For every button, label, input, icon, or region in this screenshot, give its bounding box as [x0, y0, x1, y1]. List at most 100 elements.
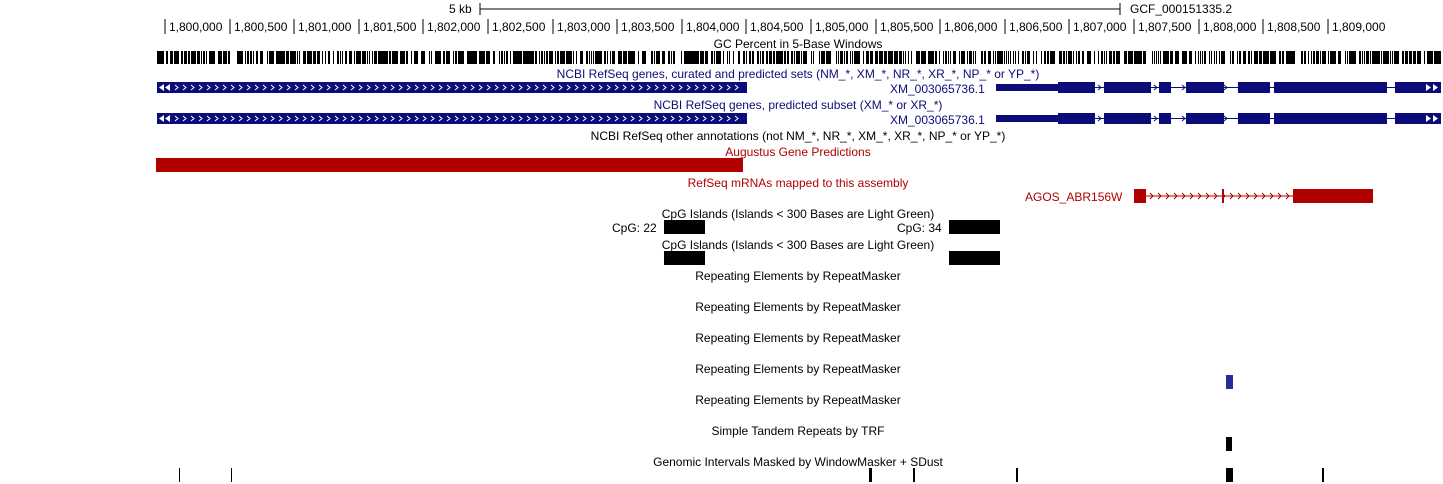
ruler-tick-label: 1,802,500 — [492, 20, 546, 34]
refseq-curated-strand-arrow — [230, 84, 235, 91]
ruler-tick-label: 1,802,000 — [427, 20, 481, 34]
refseq-curated-strand-arrow — [1097, 84, 1102, 91]
track-title-cpg-islands-2[interactable]: CpG Islands (Islands < 300 Bases are Lig… — [661, 238, 935, 252]
refseq-curated-strand-arrow — [1139, 84, 1144, 91]
windowmasker-interval — [869, 468, 872, 482]
refseq-curated-strand-arrow — [318, 84, 323, 91]
track-title-cpg-islands-1[interactable]: CpG Islands (Islands < 300 Bases are Lig… — [661, 207, 935, 221]
refseq-curated-strand-arrow — [1307, 84, 1312, 91]
ruler-tick-label: 1,806,000 — [944, 20, 998, 34]
refseq-predicted-strand-arrow — [502, 115, 507, 122]
refseq-predicted-strand-arrow — [414, 115, 419, 122]
refseq-curated-arrow-left — [165, 84, 170, 91]
refseq-curated-strand-arrow — [486, 84, 491, 91]
refseq-curated-strand-arrow — [718, 84, 723, 91]
refseq-curated-strand-arrow — [414, 84, 419, 91]
refseq-curated-strand-arrow — [590, 84, 595, 91]
refseq-predicted-strand-arrow — [438, 115, 443, 122]
refseq-predicted-exon — [1159, 113, 1171, 124]
refseq-curated-strand-arrow — [174, 84, 179, 91]
refseq-curated-exon — [1159, 82, 1171, 93]
refseq-mrna-strand-arrow — [1261, 192, 1266, 200]
refseq-predicted-arrow-left — [159, 115, 164, 122]
refseq-mrna-strand-arrow — [1253, 192, 1258, 200]
track-title-repeatmasker-5[interactable]: Repeating Elements by RepeatMasker — [695, 393, 901, 407]
refseq-curated-strand-arrow — [710, 84, 715, 91]
refseq-predicted-strand-arrow — [542, 115, 547, 122]
refseq-predicted-exon — [1058, 113, 1095, 124]
refseq-predicted-strand-arrow — [222, 115, 227, 122]
refseq-curated-strand-arrow — [1265, 84, 1270, 91]
refseq-curated-strand-arrow — [1377, 84, 1382, 91]
refseq-curated-strand-arrow — [294, 84, 299, 91]
refseq-predicted-strand-arrow — [1251, 115, 1256, 122]
refseq-predicted-strand-arrow — [598, 115, 603, 122]
refseq-predicted-strand-arrow — [1335, 115, 1340, 122]
refseq-predicted-arrow-right — [1433, 115, 1438, 122]
refseq-curated-strand-arrow — [550, 84, 555, 91]
refseq-curated-strand-arrow — [558, 84, 563, 91]
refseq-predicted-exon — [157, 113, 747, 124]
track-title-augustus[interactable]: Augustus Gene Predictions — [725, 145, 871, 159]
track-title-repeatmasker-2[interactable]: Repeating Elements by RepeatMasker — [695, 300, 901, 314]
refseq-predicted-strand-arrow — [1167, 115, 1172, 122]
track-title-refseq-mrna[interactable]: RefSeq mRNAs mapped to this assembly — [687, 176, 909, 190]
refseq-curated-strand-arrow — [342, 84, 347, 91]
refseq-mrna-strand-arrow — [1173, 192, 1178, 200]
refseq-predicted-strand-arrow — [1111, 115, 1116, 122]
refseq-curated-strand-arrow — [478, 84, 483, 91]
gene-label-refseq-predicted[interactable]: XM_003065736.1 — [890, 113, 985, 127]
track-title-trf[interactable]: Simple Tandem Repeats by TRF — [711, 424, 885, 438]
refseq-predicted-strand-arrow — [670, 115, 675, 122]
ruler-tick-label: 1,803,000 — [557, 20, 611, 34]
refseq-predicted-strand-arrow — [318, 115, 323, 122]
track-title-windowmasker[interactable]: Genomic Intervals Masked by WindowMasker… — [653, 455, 943, 469]
track-title-refseq-curated[interactable]: NCBI RefSeq genes, curated and predicted… — [556, 67, 1040, 81]
track-title-refseq-predicted[interactable]: NCBI RefSeq genes, predicted subset (XM_… — [653, 98, 943, 112]
track-title-repeatmasker-1[interactable]: Repeating Elements by RepeatMasker — [695, 269, 901, 283]
refseq-curated-strand-arrow — [1181, 84, 1186, 91]
refseq-curated-exon — [1238, 82, 1270, 93]
refseq-curated-strand-arrow — [678, 84, 683, 91]
gene-label-refseq-mrna[interactable]: AGOS_ABR156W — [1025, 190, 1123, 204]
refseq-predicted-exon — [1238, 113, 1270, 124]
refseq-curated-strand-arrow — [670, 84, 675, 91]
refseq-predicted-strand-arrow — [710, 115, 715, 122]
ruler-tick-label: 1,803,500 — [621, 20, 675, 34]
refseq-predicted-strand-arrow — [430, 115, 435, 122]
refseq-curated-strand-arrow — [518, 84, 523, 91]
cpg-island — [664, 251, 705, 265]
track-title-refseq-other[interactable]: NCBI RefSeq other annotations (not NM_*,… — [590, 129, 1006, 143]
refseq-curated-strand-arrow — [702, 84, 707, 91]
refseq-curated-strand-arrow — [278, 84, 283, 91]
cpg-label-left[interactable]: CpG: 22 — [612, 221, 657, 235]
augustus-prediction-block — [156, 158, 743, 172]
windowmasker-interval — [1226, 468, 1233, 482]
ruler-tick-label: 1,804,500 — [750, 20, 804, 34]
refseq-curated-strand-arrow — [686, 84, 691, 91]
refseq-predicted-arrow-left — [165, 115, 170, 122]
refseq-predicted-strand-arrow — [734, 115, 739, 122]
refseq-curated-strand-arrow — [1223, 84, 1228, 91]
refseq-predicted-strand-arrow — [534, 115, 539, 122]
gene-label-refseq-curated[interactable]: XM_003065736.1 — [890, 82, 985, 96]
refseq-curated-exon — [1274, 82, 1387, 93]
track-title-repeatmasker-4[interactable]: Repeating Elements by RepeatMasker — [695, 362, 901, 376]
refseq-curated-strand-arrow — [366, 84, 371, 91]
tandem-repeat — [1226, 437, 1232, 451]
refseq-curated-strand-arrow — [1349, 84, 1354, 91]
track-title-repeatmasker-3[interactable]: Repeating Elements by RepeatMasker — [695, 331, 901, 345]
cpg-label-right[interactable]: CpG: 34 — [897, 221, 942, 235]
refseq-curated-arrow-right — [1433, 84, 1438, 91]
refseq-curated-strand-arrow — [1195, 84, 1200, 91]
refseq-curated-strand-arrow — [662, 84, 667, 91]
refseq-predicted-strand-arrow — [230, 115, 235, 122]
track-title-gc-percent[interactable]: GC Percent in 5-Base Windows — [713, 37, 883, 51]
refseq-predicted-strand-arrow — [1363, 115, 1368, 122]
refseq-predicted-strand-arrow — [550, 115, 555, 122]
refseq-mrna-strand-arrow — [1189, 192, 1194, 200]
refseq-curated-strand-arrow — [1335, 84, 1340, 91]
refseq-curated-strand-arrow — [302, 84, 307, 91]
